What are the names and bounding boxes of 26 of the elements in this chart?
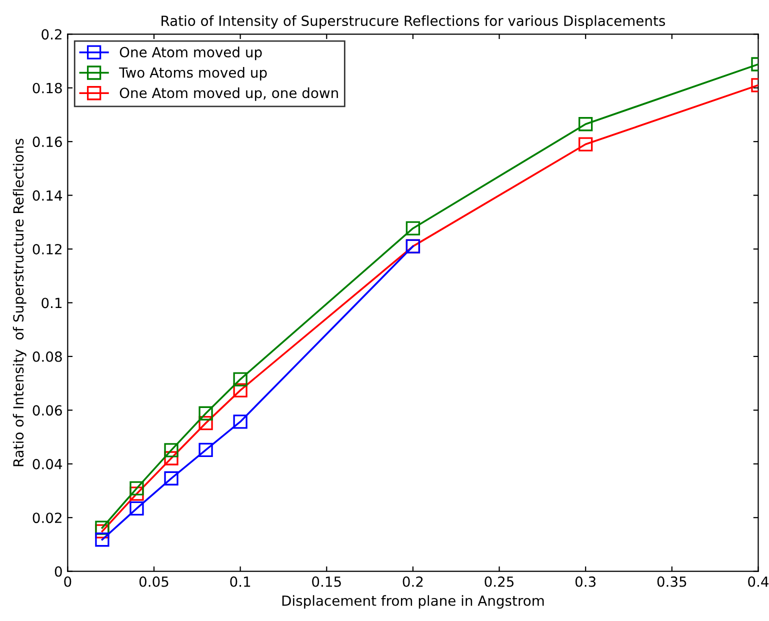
x-tick-label: 0.3	[575, 576, 596, 587]
y-tick-label: 0.04	[32, 458, 62, 470]
legend-label: Two Atoms moved up	[119, 67, 267, 80]
y-tick-label: 0.16	[32, 136, 62, 148]
y-tick-label: 0	[54, 566, 62, 577]
x-tick-label: 0.05	[139, 576, 168, 587]
y-tick-label: 0.18	[32, 82, 62, 94]
y-tick-label: 0.12	[32, 244, 62, 254]
x-tick-label: 0.4	[748, 576, 768, 587]
y-tick-label: 0.1	[42, 298, 62, 308]
x-tick-label: 0.25	[484, 576, 514, 587]
x-axis-title: Displacement from plane in Angstrom	[282, 595, 544, 609]
chart-title: Ratio of Intensity of Superstrucure Reflections for various Displacements	[162, 15, 666, 29]
y-axis-title: Ratio of Intensity of Superstructure Reflections	[12, 138, 26, 466]
y-tick-label: 0.06	[32, 405, 62, 416]
x-tick-label: 0	[64, 576, 72, 587]
y-tick-label: 0.2	[42, 29, 62, 40]
x-tick-label: 0.35	[657, 576, 686, 587]
x-tick-label: 0.15	[312, 576, 341, 587]
legend-label: One Atom moved up, one down	[120, 87, 338, 101]
x-tick-label: 0.2	[402, 576, 423, 587]
y-tick-label: 0.02	[32, 512, 62, 524]
y-tick-label: 0.08	[32, 351, 62, 362]
x-tick-label: 0.1	[230, 576, 250, 587]
legend-label: One Atom moved up	[120, 46, 262, 60]
y-tick-label: 0.14	[32, 190, 62, 201]
